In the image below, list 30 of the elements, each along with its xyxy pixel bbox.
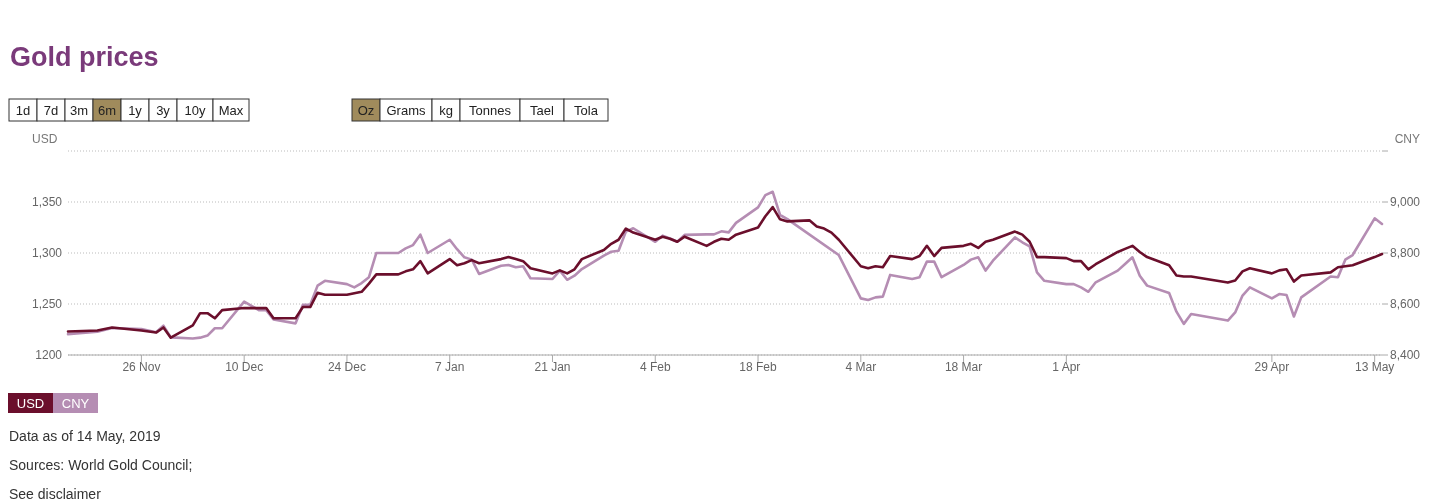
y2-tick-label: 8,800 <box>1390 246 1421 260</box>
chart-title: Gold prices <box>10 42 159 72</box>
unit-buttons: Oz Grams kg Tonnes Tael Tola <box>351 98 609 122</box>
y-tick-label: 1,350 <box>31 195 63 209</box>
y2-tick-label: 9,000 <box>1390 195 1421 209</box>
y2-tick-label: 8,400 <box>1390 348 1421 362</box>
x-tick-label: 18 Mar <box>944 360 983 374</box>
text: USD <box>16 396 45 411</box>
x-tick-label: 29 Apr <box>1254 360 1290 374</box>
x-tick-label: 18 Feb <box>739 360 778 374</box>
x-tick-label: 13 May <box>1354 360 1395 374</box>
text: CNY <box>61 396 90 411</box>
x-tick-label: 4 Mar <box>845 360 877 374</box>
text: See disclaimer <box>9 486 102 502</box>
x-tick-label: 21 Jan <box>534 360 571 374</box>
x-tick-label: 10 Dec <box>225 360 264 374</box>
x-tick-label: 26 Nov <box>122 360 161 374</box>
text: Data as of 14 May, 2019 <box>9 428 161 444</box>
y-tick-label: 1,250 <box>31 297 63 311</box>
time-range-buttons: 1d 7d 3m 6m 1y 3y 10y Max <box>8 98 250 122</box>
y2-axis-title: CNY <box>1394 132 1420 146</box>
x-tick-label: 7 Jan <box>435 360 465 374</box>
y-tick-label: 1200 <box>35 348 63 362</box>
x-tick-label: 24 Dec <box>327 360 366 374</box>
x-tick-label: 1 Apr <box>1052 360 1081 374</box>
y2-tick-label: 8,600 <box>1390 297 1421 311</box>
y-tick-label: 1,300 <box>31 246 63 260</box>
y-axis-title: USD <box>32 132 58 146</box>
source-note: Sources: World Gold Council; <box>9 457 193 473</box>
x-tick-label: 4 Feb <box>639 360 671 374</box>
